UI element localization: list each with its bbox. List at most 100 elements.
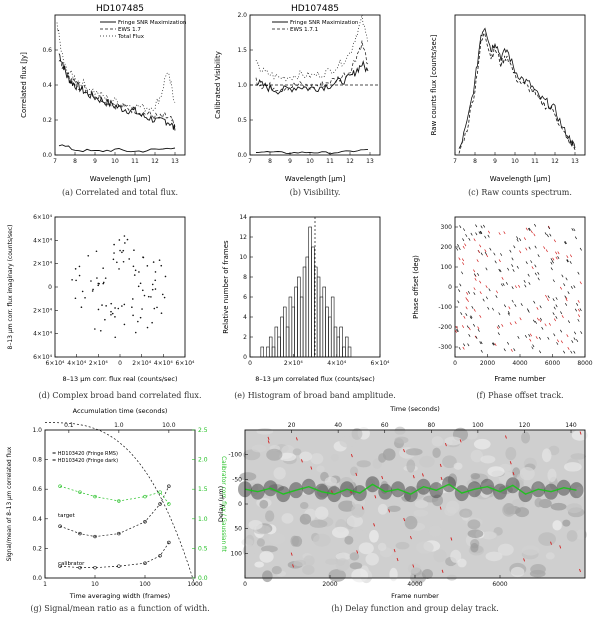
panel-h-fringe-blob (566, 530, 578, 542)
panel-h-outlier (290, 552, 293, 556)
panel-e-bar (280, 316, 284, 358)
panel-b-xtick-label-5: 12 (346, 158, 354, 165)
panel-h-top-tick-label-5: 120 (519, 422, 531, 429)
panel-f-track-segment (494, 343, 497, 346)
panel-f-ytick-label-1: 200 (441, 244, 453, 251)
panel-f-track-segment (479, 341, 482, 345)
panel-h-fringe-blob (389, 567, 398, 582)
panel-f-track-segment (543, 246, 546, 250)
panel-c: Wavelength [μm] Raw counts flux [counts/… (430, 14, 586, 197)
panel-f-frame (454, 216, 586, 358)
panel-d-point (96, 277, 98, 279)
panel-f-track-segment (539, 350, 542, 354)
panel-g-top-tick-label-2: 10.0 (162, 422, 176, 429)
panel-f-track-segment (502, 282, 505, 286)
panel-f-track-segment (508, 306, 511, 310)
panel-f-track-segment (462, 228, 466, 232)
panel-f-track-segment (573, 331, 577, 335)
panel-d-point (94, 328, 96, 330)
panel-f-track-segment (553, 239, 556, 243)
panel-f-track-segment (574, 308, 578, 312)
panel-f-track-segment (516, 236, 519, 240)
panel-f-track-segment (570, 350, 573, 354)
panel-f-track-segment (544, 323, 547, 327)
panel-f-track-segment (480, 225, 483, 229)
panel-e-xtick-label-1: 2×10⁴ (284, 360, 303, 367)
panel-f-track-segment (473, 308, 476, 312)
panel-d-point (152, 261, 155, 263)
panel-f-track-segment (475, 335, 478, 339)
panel-c-ylabel: Raw counts flux [counts/sec] (430, 34, 438, 135)
panel-f-track-segment (569, 261, 572, 264)
panel-d-point (97, 284, 100, 287)
panel-f-track-segment (547, 295, 550, 299)
panel-h-fringe-blob (339, 477, 354, 491)
panel-d-point (114, 336, 117, 339)
panel-d-point (110, 302, 113, 305)
panel-f-track-segment (474, 335, 477, 339)
panel-f-track-segment (517, 336, 520, 339)
panel-g-point (117, 564, 121, 568)
panel-h-outlier (509, 461, 512, 465)
panel-h-ytick-label-0: -100 (228, 452, 242, 459)
panel-h-fringe-blob (505, 446, 517, 461)
panel-f-track-segment (573, 285, 576, 289)
panel-h-fringe-blob (533, 482, 542, 490)
panel-e-ytick-label-2: 4 (243, 314, 247, 321)
panel-g: Accumulation time (seconds) Time averagi… (7, 407, 226, 613)
panel-f-track-segment (455, 326, 458, 329)
panel-h-fringe-blob (552, 520, 562, 531)
panel-f-track-segment (480, 252, 483, 256)
panel-g-ytick-label-1: 0.2 (32, 545, 42, 552)
panel-d-point (142, 256, 144, 258)
panel-f-track-segment (535, 336, 538, 339)
panel-d-point (132, 265, 135, 268)
panel-f-track-segment (459, 225, 462, 229)
panel-f-track-segment (577, 314, 581, 318)
panel-d-point (121, 251, 123, 254)
panel-f-track-segment (551, 260, 554, 264)
panel-b-ytick-label-2: 1.0 (237, 82, 247, 89)
panel-c-plot: 7 8 9 10 11 12 13 (453, 27, 579, 165)
panel-d-point (134, 331, 137, 334)
panel-d-point (111, 312, 114, 315)
panel-h-fringe-blob (410, 485, 426, 500)
panel-f-track-segment (462, 262, 465, 265)
panel-f-ytick-label-0: 300 (441, 224, 453, 231)
panel-f-track-segment (477, 328, 480, 332)
panel-h-fringe-blob (534, 497, 543, 508)
panel-h-fringe-blob (256, 427, 274, 435)
panel-e-xlabel: 8–13 μm correlated flux (counts/sec) (255, 375, 375, 383)
panel-f-track-segment (479, 314, 482, 318)
panel-c-series-1 (458, 33, 576, 154)
panel-a: HD107485 Wavelength [μm] Correlated flux… (20, 4, 187, 197)
panel-g-point (143, 561, 147, 565)
panel-d-point (123, 323, 126, 326)
panel-d-point (139, 316, 142, 319)
panel-f-track-segment (509, 322, 512, 326)
panel-d-point (74, 268, 77, 270)
panel-h-fringe-blob (431, 436, 444, 447)
panel-f-track-segment (459, 283, 462, 287)
panel-f-track-segment (534, 264, 537, 268)
panel-a-series-2 (56, 22, 176, 113)
panel-f-track-segment (492, 342, 495, 346)
panel-h-outlier (310, 466, 313, 470)
panel-f-track-segment (476, 259, 479, 263)
panel-f-track-segment (501, 324, 504, 327)
panel-h-fringe-blob (521, 545, 540, 556)
panel-d-point (81, 290, 84, 293)
panel-h-xtick-label-3: 6000 (492, 581, 507, 588)
panel-f-track-segment (549, 233, 552, 237)
panel-h-outlier (403, 517, 406, 522)
panel-h-fringe-blob (510, 566, 525, 578)
panel-f-track-segment (571, 228, 574, 231)
panel-d-point (80, 306, 83, 309)
panel-h-fringe-blob (271, 566, 282, 575)
panel-d-point (124, 242, 126, 244)
panel-h-fringe-blob (331, 526, 349, 539)
panel-f-track-segment (571, 340, 574, 343)
panel-a-xtick-label-1: 8 (73, 158, 77, 165)
panel-h-fringe-blob (248, 520, 263, 530)
panel-d-xtick-label-6: 6×10⁴ (176, 360, 195, 367)
